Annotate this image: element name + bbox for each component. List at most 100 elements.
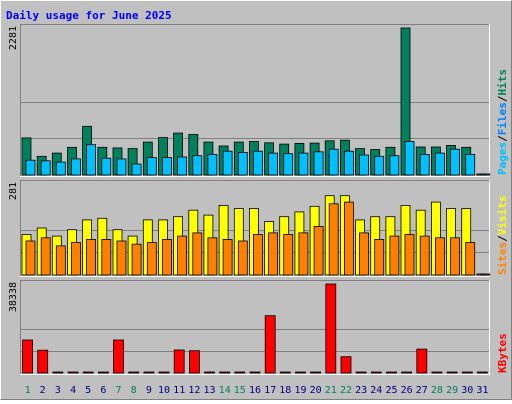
bar-kbytes-day-13 [204, 371, 215, 374]
x-tick-label-day-12: 12 [188, 385, 200, 396]
bar-files-day-5 [86, 144, 96, 176]
bar-kbytes-day-27 [416, 348, 428, 374]
bar-sites-day-21 [328, 203, 339, 276]
x-tick-label-day-7: 7 [115, 385, 121, 396]
x-tick-label-day-2: 2 [40, 385, 46, 396]
x-tick-label-day-20: 20 [310, 385, 322, 396]
bar-kbytes-day-20 [310, 371, 322, 374]
bar-kbytes-day-30 [461, 371, 473, 374]
bar-files-day-21 [328, 148, 339, 176]
bar-sites-day-17 [268, 232, 279, 276]
x-tick-label-day-26: 26 [401, 385, 413, 396]
x-tick-label-day-13: 13 [203, 385, 215, 396]
bar-files-day-18 [283, 153, 294, 176]
x-tick-label-day-6: 6 [100, 385, 106, 396]
bar-sites-day-31 [480, 273, 491, 276]
x-tick-label-day-3: 3 [55, 385, 61, 396]
bar-kbytes-day-10 [158, 371, 170, 374]
x-tick-label-day-19: 19 [294, 385, 306, 396]
x-tick-label-day-1: 1 [25, 385, 31, 396]
x-tick-label-day-14: 14 [219, 385, 231, 396]
legend-entry-kbytes: KBytes [496, 333, 509, 373]
x-tick-label-day-28: 28 [431, 385, 443, 396]
bar-kbytes-day-21 [325, 283, 337, 374]
bar-kbytes-day-18 [279, 371, 291, 374]
x-tick-label-day-25: 25 [385, 385, 397, 396]
bar-sites-day-23 [359, 232, 369, 276]
bar-sites-day-15 [237, 240, 248, 276]
bar-files-day-23 [359, 154, 369, 176]
bar-kbytes-day-11 [173, 349, 185, 374]
bar-kbytes-day-19 [295, 371, 306, 374]
bar-kbytes-day-16 [249, 371, 261, 374]
x-tick-label-day-11: 11 [173, 385, 185, 396]
x-tick-label-day-22: 22 [340, 385, 352, 396]
bar-sites-day-2 [40, 237, 51, 276]
bar-kbytes-day-17 [264, 315, 276, 374]
x-tick-label-day-24: 24 [370, 385, 382, 396]
bar-sites-day-1 [25, 240, 36, 276]
bar-sites-day-27 [419, 235, 430, 276]
bar-files-day-13 [207, 153, 218, 176]
bar-sites-day-13 [207, 237, 218, 276]
x-tick-label-day-31: 31 [476, 385, 488, 396]
x-tick-label-day-23: 23 [355, 385, 367, 396]
panel-hits-bars [21, 27, 491, 176]
bar-sites-day-22 [343, 201, 354, 276]
bar-sites-day-28 [434, 237, 445, 276]
bar-files-day-28 [434, 152, 445, 176]
x-tick-label-day-4: 4 [70, 385, 76, 396]
bar-sites-day-18 [283, 234, 294, 276]
bar-files-day-11 [177, 156, 188, 176]
x-tick-label-day-30: 30 [461, 385, 473, 396]
bar-sites-day-29 [450, 237, 460, 276]
panel-visits-bars [21, 195, 491, 276]
bar-files-day-2 [40, 160, 51, 176]
x-tick-label-day-16: 16 [249, 385, 261, 396]
bar-kbytes-day-4 [67, 371, 79, 374]
bar-kbytes-day-2 [37, 349, 49, 374]
bar-kbytes-day-31 [476, 371, 488, 374]
panel-visits-legend: Sites/Visits [496, 196, 509, 276]
legend-entry-visits: Visits [496, 196, 509, 236]
bar-sites-day-6 [101, 238, 112, 276]
bar-kbytes-day-3 [52, 371, 64, 374]
bar-kbytes-day-24 [370, 371, 382, 374]
bar-sites-day-12 [192, 232, 203, 276]
x-tick-label-day-21: 21 [325, 385, 337, 396]
bar-sites-day-20 [313, 225, 324, 276]
bar-kbytes-day-7 [113, 339, 124, 374]
panel-kbytes: 38338 KBytes [8, 280, 509, 375]
panel-kbytes-area [20, 280, 490, 375]
bar-sites-day-24 [374, 238, 385, 276]
x-tick-label-day-8: 8 [131, 385, 137, 396]
bar-kbytes-day-1 [22, 339, 34, 374]
bar-sites-day-19 [298, 232, 309, 276]
bar-files-day-10 [162, 157, 172, 176]
panel-hits-ymax-label: 2281 [8, 26, 19, 50]
bar-files-day-9 [146, 157, 157, 176]
chart-title: Daily usage for June 2025 [6, 9, 172, 22]
bar-files-day-1 [25, 159, 36, 176]
chart-panels: 2281Pages/Files/Hits281Sites/Visits38338… [8, 24, 509, 375]
bar-kbytes-day-14 [219, 371, 231, 374]
bar-files-day-17 [268, 152, 279, 176]
panel-kbytes-ymax-label: 38338 [8, 282, 19, 312]
bar-kbytes-day-6 [98, 371, 109, 374]
x-axis-day-labels: 1 2 3 4 5 6 7 8 9 10 11 12 13 14 15 16 17 18 19 20 21 22 23 24 2… [25, 385, 489, 396]
bar-kbytes-day-22 [340, 356, 352, 374]
bar-sites-day-26 [404, 234, 415, 276]
bar-files-day-15 [237, 151, 248, 176]
bar-sites-day-8 [131, 243, 142, 276]
bar-files-day-31 [480, 173, 491, 176]
bar-sites-day-11 [177, 235, 188, 276]
bar-sites-day-7 [116, 240, 127, 276]
x-tick-label-day-15: 15 [234, 385, 246, 396]
bar-kbytes-day-8 [128, 371, 140, 374]
legend-entry-sites: Sites [496, 242, 509, 275]
legend-entry-separator: / [496, 95, 509, 102]
bar-kbytes-day-23 [355, 371, 367, 374]
